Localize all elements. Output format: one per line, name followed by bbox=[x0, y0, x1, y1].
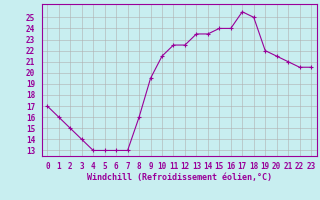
X-axis label: Windchill (Refroidissement éolien,°C): Windchill (Refroidissement éolien,°C) bbox=[87, 173, 272, 182]
